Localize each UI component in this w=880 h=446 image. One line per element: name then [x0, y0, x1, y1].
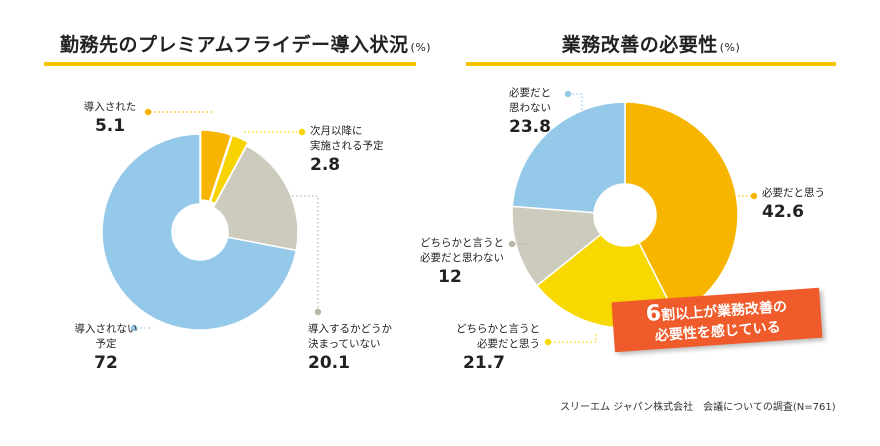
chart2-label-text: 思わない: [509, 102, 551, 114]
chart2-label-text: どちらかと言うと: [456, 323, 540, 335]
chart2-title-text: 業務改善の必要性: [561, 34, 718, 56]
chart2-label-text: どちらかと言うと: [420, 237, 504, 249]
chart1-donut: [101, 129, 299, 331]
leader-not-needed-dot: [564, 90, 572, 98]
chart2-slice-0: [624, 101, 739, 317]
leader-needed-dot: [750, 192, 758, 200]
chart2-label-not-needed: 必要だと 思わない 23.8: [490, 86, 570, 137]
leader-not-needed: [568, 93, 583, 118]
chart1-title-text: 勤務先のプレミアムフライデー導入状況: [60, 34, 409, 56]
leader-rather-needed: [548, 334, 597, 343]
chart2-label-text: 必要だと思う: [477, 338, 540, 350]
chart2-label-rather-not-needed: どちらかと言うと 必要だと思わない 12: [396, 236, 504, 287]
leader-introduced-dot: [144, 108, 152, 116]
chart1-label-text: 導入された: [83, 101, 137, 113]
chart1-label-undecided: 導入するかどうか 決まっていない 20.1: [308, 322, 392, 373]
chart1-label-text: 実施される予定: [310, 140, 384, 152]
source-note: スリーエム ジャパン株式会社 会議についての調査(N=761): [560, 402, 836, 413]
callout-number: 6: [644, 300, 662, 327]
chart2-label-rather-needed: どちらかと言うと 必要だと思う 21.7: [428, 322, 540, 373]
chart1-label-value: 2.8: [310, 155, 341, 175]
leader-rather-not-needed-dot: [508, 240, 516, 248]
chart1-title-rule: [44, 62, 416, 66]
leader-rather-needed-dot: [544, 338, 552, 346]
chart2-label-value: 23.8: [509, 117, 551, 137]
chart2-label-needed: 必要だと思う 42.6: [762, 186, 825, 222]
leader-not-planned-dot: [130, 324, 138, 332]
chart2-title-rule: [466, 62, 836, 66]
chart1-label-value: 5.1: [94, 116, 126, 136]
chart2-label-value: 12: [438, 267, 462, 287]
chart1-label-introduced: 導入された 5.1: [60, 100, 160, 136]
chart1-slice-2: [212, 144, 299, 252]
chart2-slice-3: [511, 101, 626, 214]
chart2-label-value: 21.7: [463, 353, 505, 373]
chart1-label-not-planned: 導入されない 予定 72: [56, 322, 156, 373]
chart1-slice-0: [199, 129, 233, 203]
chart2-title: 業務改善の必要性 (%): [466, 30, 836, 57]
chart1-label-next-month: 次月以降に 実施される予定 2.8: [310, 124, 384, 175]
leader-undecided: [292, 195, 319, 312]
leader-next-month-dot: [298, 128, 306, 136]
chart1-label-text: 予定: [95, 338, 117, 350]
chart2-label-value: 42.6: [762, 202, 804, 222]
leader-lines: [130, 90, 758, 346]
chart1-label-text: 導入するかどうか: [308, 323, 392, 335]
chart1-unit: (%): [410, 41, 432, 54]
chart2-label-text: 必要だと思わない: [420, 252, 504, 264]
chart1-label-text: 決まっていない: [308, 338, 381, 350]
chart1-label-text: 次月以降に: [310, 125, 363, 137]
chart1-label-value: 72: [94, 353, 118, 373]
chart1-title: 勤務先のプレミアムフライデー導入状況 (%): [60, 30, 431, 57]
chart2-label-text: 必要だと思う: [762, 187, 825, 199]
leader-undecided-dot: [314, 308, 322, 316]
chart2-label-text: 必要だと: [509, 87, 551, 99]
chart1-slice-3: [101, 133, 298, 331]
chart1-label-text: 導入されない: [74, 323, 138, 335]
chart1-label-value: 20.1: [308, 353, 350, 373]
chart2-unit: (%): [719, 41, 741, 54]
